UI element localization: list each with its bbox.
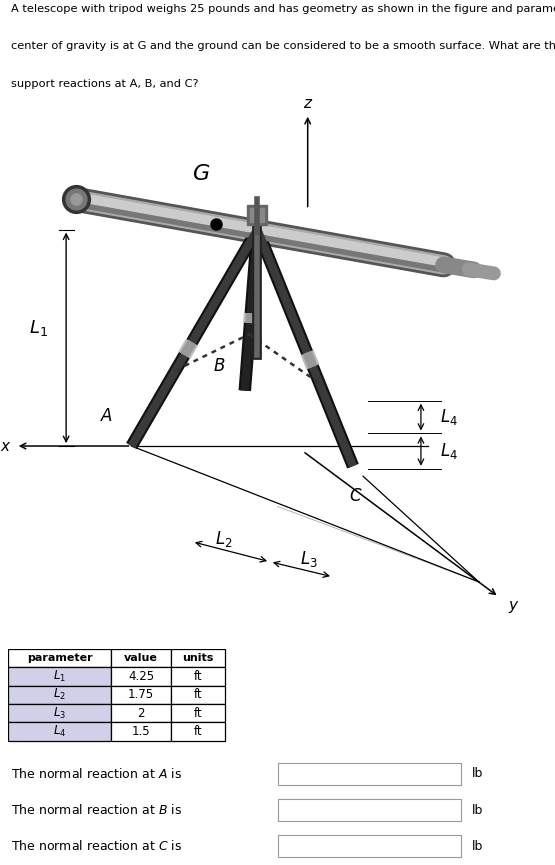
Text: $L_2$: $L_2$ (53, 687, 66, 702)
FancyBboxPatch shape (171, 649, 225, 667)
Text: $G$: $G$ (191, 164, 210, 184)
FancyBboxPatch shape (8, 667, 111, 686)
Text: A telescope with tripod weighs 25 pounds and has geometry as shown in the figure: A telescope with tripod weighs 25 pounds… (11, 4, 555, 15)
FancyBboxPatch shape (111, 704, 171, 722)
FancyBboxPatch shape (8, 686, 111, 704)
Text: $L_3$: $L_3$ (53, 706, 66, 721)
FancyBboxPatch shape (171, 686, 225, 704)
Text: 2: 2 (138, 707, 145, 720)
Text: 1.5: 1.5 (132, 725, 150, 738)
Text: lb: lb (472, 840, 483, 853)
FancyBboxPatch shape (111, 667, 171, 686)
Text: $L_4$: $L_4$ (53, 724, 66, 739)
Text: $x$: $x$ (0, 439, 12, 453)
FancyBboxPatch shape (8, 649, 111, 667)
Text: $L_1$: $L_1$ (53, 669, 66, 684)
Text: ft: ft (194, 670, 203, 682)
Text: 4.25: 4.25 (128, 670, 154, 682)
Text: support reactions at A, B, and C?: support reactions at A, B, and C? (11, 79, 199, 88)
Text: $L_2$: $L_2$ (215, 529, 232, 549)
FancyBboxPatch shape (278, 836, 461, 857)
Text: $y$: $y$ (508, 599, 520, 615)
Text: ft: ft (194, 707, 203, 720)
Text: ft: ft (194, 689, 203, 702)
Text: The normal reaction at $C$ is: The normal reaction at $C$ is (11, 839, 182, 853)
Text: $L_4$: $L_4$ (440, 407, 457, 427)
Text: units: units (183, 653, 214, 663)
FancyBboxPatch shape (111, 649, 171, 667)
Text: The normal reaction at $B$ is: The normal reaction at $B$ is (11, 803, 182, 817)
FancyBboxPatch shape (278, 763, 461, 785)
FancyBboxPatch shape (111, 722, 171, 740)
Text: 1.75: 1.75 (128, 689, 154, 702)
FancyBboxPatch shape (171, 722, 225, 740)
FancyBboxPatch shape (111, 686, 171, 704)
Text: $L_4$: $L_4$ (440, 441, 457, 461)
Text: center of gravity is at G and the ground can be considered to be a smooth surfac: center of gravity is at G and the ground… (11, 42, 555, 51)
FancyBboxPatch shape (8, 722, 111, 740)
Text: parameter: parameter (27, 653, 93, 663)
Text: The normal reaction at $A$ is: The normal reaction at $A$ is (11, 767, 182, 781)
Text: value: value (124, 653, 158, 663)
FancyBboxPatch shape (171, 704, 225, 722)
FancyBboxPatch shape (278, 799, 461, 821)
Text: lb: lb (472, 767, 483, 780)
Text: $A$: $A$ (100, 407, 113, 425)
Text: lb: lb (472, 804, 483, 817)
Text: $B$: $B$ (214, 356, 226, 375)
Text: $L_1$: $L_1$ (29, 317, 48, 337)
Text: $C$: $C$ (349, 487, 362, 505)
Text: $z$: $z$ (302, 96, 313, 112)
FancyBboxPatch shape (8, 704, 111, 722)
Text: $L_3$: $L_3$ (300, 549, 318, 569)
Text: ft: ft (194, 725, 203, 738)
FancyBboxPatch shape (171, 667, 225, 686)
